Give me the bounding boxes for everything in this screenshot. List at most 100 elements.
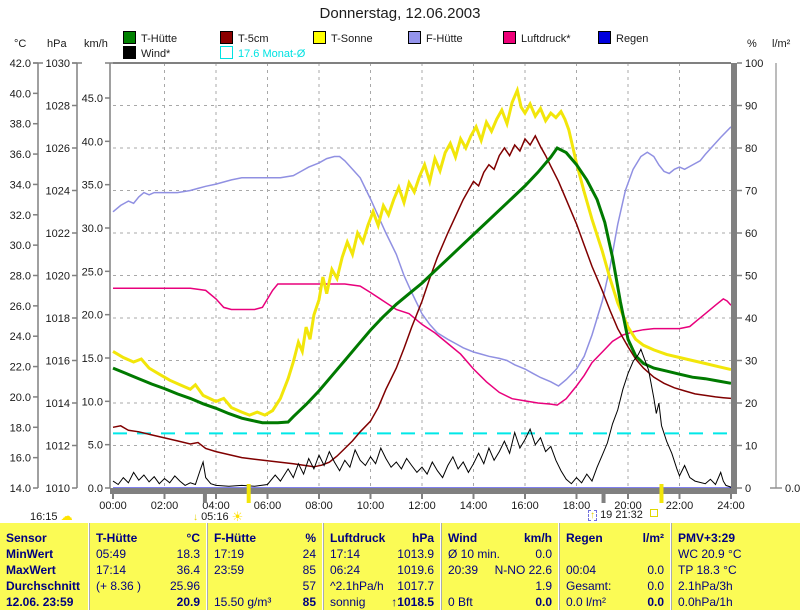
legend-swatch-icon xyxy=(408,31,421,44)
table-data-row: 0 Bft 0.0 xyxy=(442,594,558,610)
cell-value: 85 xyxy=(302,595,316,609)
wind-axis-tick-label: 5.0 xyxy=(88,440,103,452)
legend-label: T-5cm xyxy=(238,33,269,45)
plot-bottom-border xyxy=(110,488,737,494)
sunset-time-label: 19 21:32 xyxy=(600,509,643,521)
table-row-label: MaxWert xyxy=(0,562,88,578)
table-column-wind: Wind km/h Ø 10 min. 0.0 20:39 N-NO 22.6 1.9 0 B… xyxy=(440,523,558,610)
column-name: T-Hütte xyxy=(96,531,138,545)
cell-time: 05:49 xyxy=(96,547,127,561)
legend-label: T-Hütte xyxy=(141,33,178,45)
cell-value: 85 xyxy=(302,563,316,577)
legend-swatch-icon xyxy=(220,46,233,59)
moonrise-arrow-icon: ↑ xyxy=(588,510,597,521)
sunrise-time-label: 05:16 xyxy=(201,511,229,523)
cell-time: 17:19 xyxy=(214,547,245,561)
column-name: F-Hütte xyxy=(214,531,256,545)
cell-time: 17:14 xyxy=(96,563,127,577)
sun-event-marker xyxy=(659,484,664,503)
column-unit: hPa xyxy=(411,531,434,545)
table-data-row: 20.9 xyxy=(90,594,206,610)
cell-value: 1.9 xyxy=(535,579,552,593)
table-header-row: PMV+3:29 xyxy=(672,530,800,546)
table-data-row: (+ 8.36 ) 25.96 xyxy=(90,578,206,594)
table-row-label: 12.06. 23:59 xyxy=(0,594,88,610)
temp-axis-tick-label: 40.0 xyxy=(10,88,31,100)
table-data-row: 17:19 24 xyxy=(208,546,322,562)
cell-time: Gesamt: xyxy=(566,579,612,593)
pressure-axis-tick-label: 1030 xyxy=(46,58,70,70)
table-data-row: Gesamt: 0.0 xyxy=(560,578,670,594)
rain-axis-zero-label: 0.0 xyxy=(785,483,800,495)
legend-label: Wind* xyxy=(141,48,171,60)
x-axis-label: 22:00 xyxy=(666,500,694,512)
temp-axis-tick-label: 28.0 xyxy=(10,271,31,283)
wind-axis-tick-label: 15.0 xyxy=(82,353,103,365)
table-data-row: 2.1hPa/3h xyxy=(672,578,800,594)
wind-axis-tick-label: 20.0 xyxy=(82,310,103,322)
table-column-regen: Regen l/m² 00:04 0.0 Gesamt: 0.0 0.0 l/m² 0.0 xyxy=(558,523,670,610)
cell-value: 24 xyxy=(302,547,316,561)
table-row-label: MinWert xyxy=(0,546,88,562)
series-wind xyxy=(112,348,732,488)
x-axis-label: 10:00 xyxy=(357,500,385,512)
legend-item-t-h-tte: T-Hütte xyxy=(123,31,178,45)
temp-axis-tick-label: 34.0 xyxy=(10,179,31,191)
legend-label: F-Hütte xyxy=(426,33,463,45)
humidity-axis-tick-label: 0 xyxy=(745,483,751,495)
wind-axis-tick-label: 45.0 xyxy=(82,93,103,105)
moon-phase-square-icon xyxy=(649,509,658,517)
row-label: Durchschnitt xyxy=(6,579,81,593)
column-name: Regen xyxy=(566,531,603,545)
cell-value: 0.0 xyxy=(535,595,552,609)
cell-value: N-NO 22.6 xyxy=(494,563,552,577)
x-axis-label: 16:00 xyxy=(511,500,539,512)
table-column-pmv: PMV+3:29 WC 20.9 °C TP 18.3 °C 2.1hPa/3h 0.0… xyxy=(670,523,800,610)
moon-event-marker xyxy=(601,488,606,503)
table-column-luftdruck: Luftdruck hPa 17:14 1013.9 06:24 1019.6 ^2.1hP… xyxy=(322,523,440,610)
legend-label: 17.6 Monat-Ø xyxy=(238,48,306,60)
cell-value: 18.3 xyxy=(176,547,200,561)
x-axis-label: 00:00 xyxy=(99,500,127,512)
table-header-row: F-Hütte% xyxy=(208,530,322,546)
moon-icon: ☁ xyxy=(60,509,73,523)
pressure-axis-tick-label: 1014 xyxy=(46,398,70,410)
pressure-axis-tick-label: 1016 xyxy=(46,356,70,368)
table-header-row: Regen l/m² xyxy=(560,530,670,546)
pressure-axis-tick-label: 1018 xyxy=(46,313,70,325)
pressure-axis-tick-label: 1024 xyxy=(46,186,70,198)
column-unit: km/h xyxy=(523,531,552,545)
wind-axis-tick-label: 35.0 xyxy=(82,180,103,192)
column-unit: % xyxy=(305,531,316,545)
cell-time: (+ 8.36 ) xyxy=(96,579,142,593)
page-title: Donnerstag, 12.06.2003 xyxy=(319,5,481,22)
x-axis-label: 24:00 xyxy=(717,500,745,512)
cell-value: 0.0 xyxy=(647,595,664,609)
temp-axis-tick-label: 32.0 xyxy=(10,210,31,222)
row-label: Sensor xyxy=(6,531,47,545)
column-unit: l/m² xyxy=(642,531,664,545)
humidity-axis-tick-label: 10 xyxy=(745,441,757,453)
legend-label: T-Sonne xyxy=(331,33,373,45)
temp-axis-tick-label: 26.0 xyxy=(10,301,31,313)
cell-value: ↑1018.5 xyxy=(391,595,434,609)
table-header-row: T-Hütte °C xyxy=(90,530,206,546)
table-column-f-h-tte: F-Hütte% 17:19 24 23:59 85 57 15.50 g/m³ 85 xyxy=(206,523,322,610)
cell-value: 25.96 xyxy=(169,579,200,593)
table-data-row: WC 20.9 °C xyxy=(672,546,800,562)
x-axis-label: 20:00 xyxy=(614,500,642,512)
cell-time: 20:39 xyxy=(448,563,479,577)
legend-item-regen: Regen xyxy=(598,31,648,45)
cell-time: 0.0 l/m² xyxy=(566,595,607,609)
temp-axis-tick-label: 18.0 xyxy=(10,422,31,434)
series-t-5cm xyxy=(112,134,732,468)
pressure-axis-tick-label: 1020 xyxy=(46,271,70,283)
cell-time: 23:59 xyxy=(214,563,245,577)
table-data-row: 17:14 1013.9 xyxy=(324,546,440,562)
legend-swatch-icon xyxy=(123,31,136,44)
legend-swatch-icon xyxy=(123,46,136,59)
temp-axis-tick-label: 22.0 xyxy=(10,362,31,374)
column-name: Wind xyxy=(448,531,478,545)
legend-item-wind: Wind* xyxy=(123,46,171,60)
